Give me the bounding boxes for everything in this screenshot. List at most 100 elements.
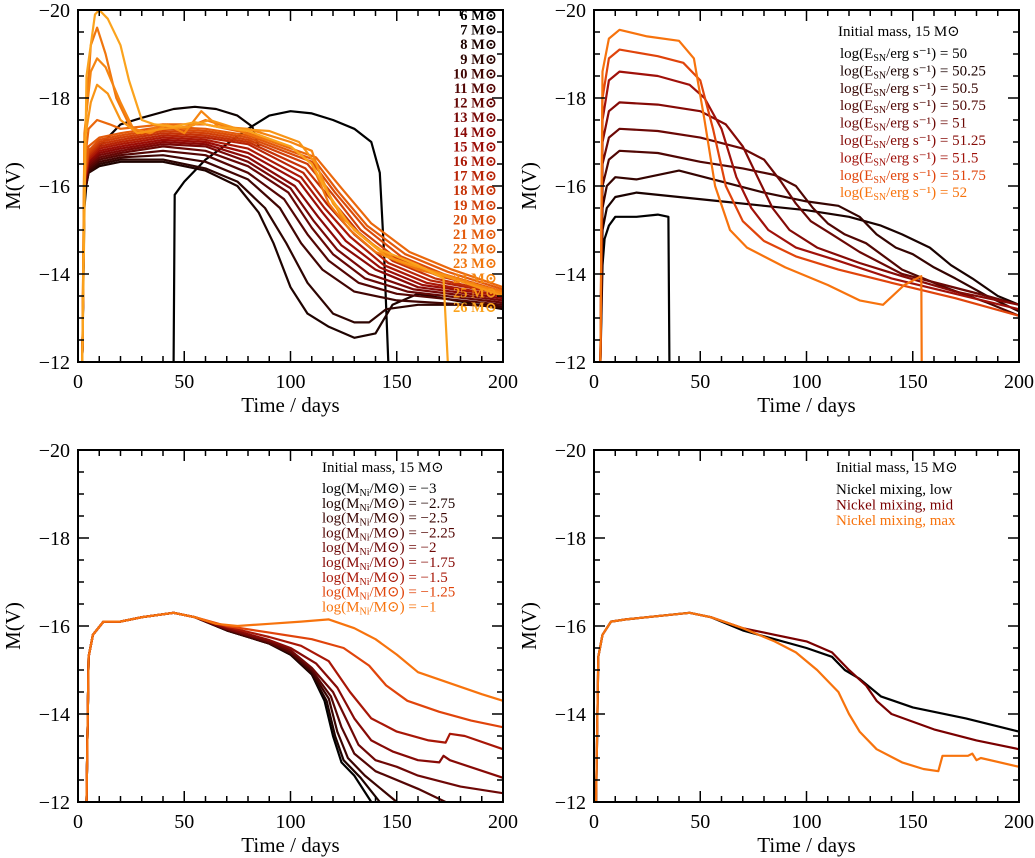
series-line bbox=[599, 213, 671, 362]
legend-entry: log(ESN/erg s⁻¹) = 52 bbox=[840, 185, 967, 203]
y-tick-label: −18 bbox=[39, 88, 70, 110]
legend-entry: log(MNi/M⊙) = −1 bbox=[322, 599, 437, 617]
series-line bbox=[81, 129, 503, 362]
series-line bbox=[85, 611, 503, 802]
legend: 6 M⊙7 M⊙8 M⊙9 M⊙10 M⊙11 M⊙12 M⊙13 M⊙14 M… bbox=[453, 8, 497, 316]
series-line bbox=[85, 611, 503, 802]
series-line bbox=[599, 191, 1019, 362]
legend-entry: 11 M⊙ bbox=[454, 81, 497, 97]
x-tick-label: 100 bbox=[276, 811, 306, 833]
series-line bbox=[81, 10, 449, 362]
y-axis-title: M(V) bbox=[517, 162, 541, 210]
legend-entry: log(MNi/M⊙) = −1.25 bbox=[322, 585, 455, 603]
legend-entry: 9 M⊙ bbox=[460, 52, 497, 68]
ticks bbox=[593, 9, 1020, 362]
y-tick-label: −14 bbox=[555, 704, 586, 726]
legend-entry: 26 M⊙ bbox=[453, 300, 497, 316]
legend-entry: log(MNi/M⊙) = −1.75 bbox=[322, 555, 455, 573]
series-line bbox=[599, 101, 1019, 362]
y-tick-label: −16 bbox=[39, 616, 70, 638]
legend-entry: 19 M⊙ bbox=[453, 198, 497, 214]
series-group bbox=[85, 611, 503, 802]
legend-entry: 17 M⊙ bbox=[453, 169, 497, 185]
ticks bbox=[77, 9, 504, 362]
x-tick-label: 0 bbox=[589, 811, 599, 833]
legend-entry: log(MNi/M⊙) = −2.5 bbox=[322, 511, 448, 529]
series-line bbox=[172, 110, 390, 362]
legend-entry: 23 M⊙ bbox=[453, 256, 497, 272]
ticks bbox=[593, 449, 1020, 802]
plot-frame bbox=[593, 449, 1020, 803]
series-line bbox=[599, 28, 923, 362]
x-tick-label: 150 bbox=[382, 811, 412, 833]
y-axis-title: M(V) bbox=[1, 602, 25, 650]
series-line bbox=[81, 125, 503, 362]
y-axis-title: M(V) bbox=[517, 602, 541, 650]
legend-entry: log(MNi/M⊙) = −2.75 bbox=[322, 496, 455, 514]
panel-bottom-right: 0 50 100 150 200 −20 −18 −16 −14 −12 Time / days M(… bbox=[517, 440, 1034, 857]
x-tick-label: 200 bbox=[1004, 811, 1034, 833]
panel-top-left: 0 50 100 150 200 −20 −18 −16 −14 −12 Time / days M(… bbox=[1, 0, 518, 417]
x-tick-label: 50 bbox=[174, 371, 194, 393]
x-tick-label: 200 bbox=[1004, 371, 1034, 393]
panel-top-right: 0 50 100 150 200 −20 −18 −16 −14 −12 Time / days M(… bbox=[517, 0, 1034, 417]
x-tick-label: 150 bbox=[382, 371, 412, 393]
x-tick-label: 50 bbox=[174, 811, 194, 833]
series-line bbox=[81, 158, 503, 362]
legend-entry: log(MNi/M⊙) = −3 bbox=[322, 481, 437, 499]
series-line bbox=[81, 149, 503, 362]
legend-entry: log(ESN/erg s⁻¹) = 50.75 bbox=[840, 98, 986, 116]
series-group bbox=[595, 611, 1019, 802]
x-tick-label: 100 bbox=[792, 811, 822, 833]
x-axis-title: Time / days bbox=[757, 833, 855, 857]
series-line bbox=[81, 160, 503, 362]
legend-entry: 8 M⊙ bbox=[460, 37, 497, 53]
legend-entry: log(ESN/erg s⁻¹) = 51.75 bbox=[840, 168, 986, 186]
y-tick-label: −20 bbox=[555, 440, 586, 462]
x-tick-label: 150 bbox=[898, 371, 928, 393]
series-line bbox=[81, 143, 503, 362]
legend: Initial mass, 15 M⊙ log(ESN/erg s⁻¹) = 50… bbox=[838, 24, 986, 203]
x-tick-label: 100 bbox=[276, 371, 306, 393]
panel-bottom-left: 0 50 100 150 200 −20 −18 −16 −14 −12 Time / days M(… bbox=[1, 440, 518, 857]
series-group bbox=[599, 28, 1019, 362]
legend-header: Initial mass, 15 M⊙ bbox=[322, 460, 444, 476]
legend-entry: log(MNi/M⊙) = −2.25 bbox=[322, 525, 455, 543]
y-tick-label: −16 bbox=[555, 616, 586, 638]
series-line bbox=[81, 154, 503, 362]
legend-entry: log(ESN/erg s⁻¹) = 51.25 bbox=[840, 133, 986, 151]
series-line bbox=[85, 611, 503, 802]
series-line bbox=[599, 149, 1019, 362]
y-tick-label: −12 bbox=[555, 792, 586, 814]
y-tick-label: −12 bbox=[39, 352, 70, 374]
series-line bbox=[599, 70, 1019, 362]
y-tick-label: −18 bbox=[555, 528, 586, 550]
x-tick-label: 0 bbox=[589, 371, 599, 393]
legend: Initial mass, 15 M⊙Nickel mixing, lowNic… bbox=[836, 460, 958, 529]
series-line bbox=[81, 145, 503, 362]
y-tick-label: −12 bbox=[555, 352, 586, 374]
series-group bbox=[81, 10, 503, 362]
series-line bbox=[81, 127, 503, 362]
series-line bbox=[81, 26, 503, 362]
y-tick-label: −14 bbox=[39, 704, 70, 726]
y-tick-label: −20 bbox=[555, 0, 586, 22]
x-tick-label: 0 bbox=[73, 371, 83, 393]
series-line bbox=[595, 611, 1019, 802]
legend-entry: log(MNi/M⊙) = −2 bbox=[322, 540, 437, 558]
y-tick-label: −16 bbox=[39, 176, 70, 198]
legend-entry: log(MNi/M⊙) = −1.5 bbox=[322, 570, 448, 588]
y-tick-label: −14 bbox=[555, 264, 586, 286]
series-line bbox=[85, 611, 503, 802]
legend-header: Initial mass, 15 M⊙ bbox=[836, 460, 958, 476]
x-tick-label: 100 bbox=[792, 371, 822, 393]
x-axis-title: Time / days bbox=[241, 833, 339, 857]
legend-entry: 18 M⊙ bbox=[453, 183, 497, 199]
legend-entry: Nickel mixing, mid bbox=[836, 497, 954, 513]
y-tick-label: −20 bbox=[39, 0, 70, 22]
x-tick-label: 200 bbox=[488, 811, 518, 833]
y-tick-label: −14 bbox=[39, 264, 70, 286]
x-tick-label: 50 bbox=[690, 811, 710, 833]
legend-entry: 25 M⊙ bbox=[453, 285, 497, 301]
